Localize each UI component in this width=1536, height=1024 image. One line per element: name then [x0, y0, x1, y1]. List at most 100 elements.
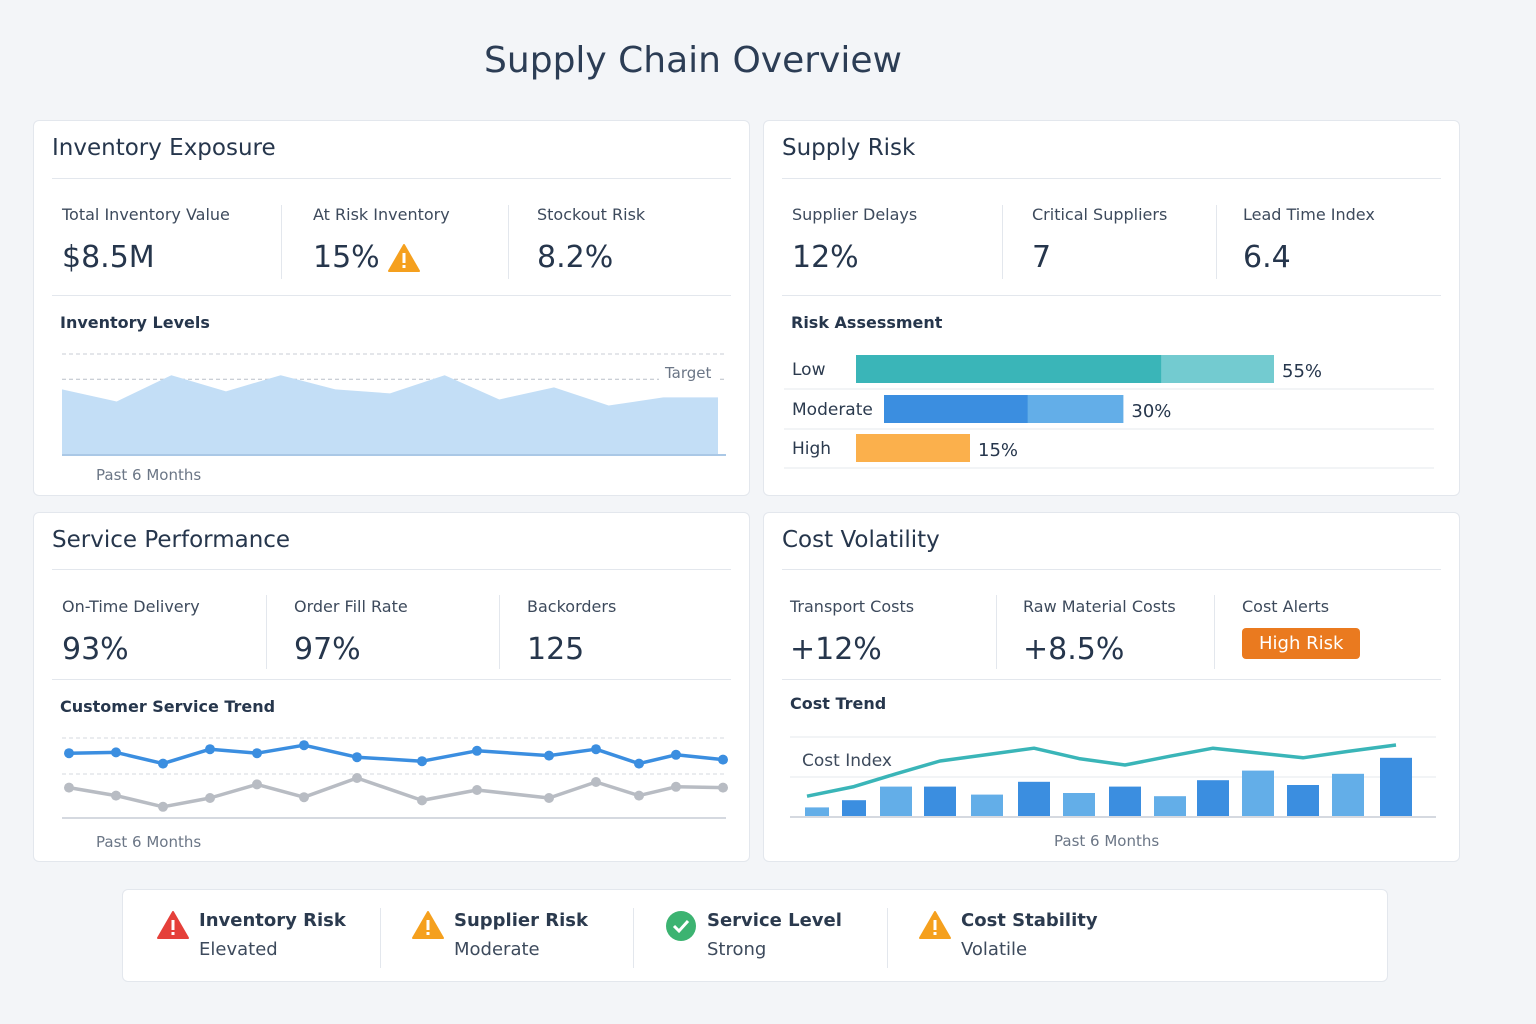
data-point	[64, 748, 74, 759]
cost-bar	[1287, 785, 1319, 817]
risk-bar-segment	[856, 434, 970, 462]
series-line	[68, 743, 724, 766]
status-item: Service Level Strong	[665, 910, 842, 960]
data-point	[417, 756, 427, 767]
risk-category-label: Moderate	[792, 400, 873, 420]
chart-title: Cost Trend	[790, 694, 887, 713]
cost-bar	[842, 800, 866, 817]
data-point	[544, 750, 554, 761]
cost-bar	[1197, 780, 1229, 817]
service-trend-chart	[62, 737, 728, 819]
data-point	[252, 748, 262, 759]
cost-bar	[1332, 773, 1364, 817]
cost-bar	[880, 786, 912, 817]
data-point	[205, 744, 215, 755]
chart-title: Risk Assessment	[791, 313, 943, 332]
kpi-lead-time: Lead Time Index 6.4	[1243, 205, 1375, 275]
status-item: Supplier Risk Moderate	[412, 910, 588, 960]
inventory-levels-chart	[62, 353, 726, 456]
risk-category-label: High	[792, 439, 831, 459]
chart-title: Customer Service Trend	[60, 697, 276, 716]
data-point	[352, 773, 362, 783]
data-point	[111, 790, 121, 801]
status-state: Volatile	[961, 939, 1028, 960]
inventory-area	[62, 375, 718, 455]
cost-bar	[1154, 796, 1186, 817]
kpi-transport: Transport Costs +12%	[790, 597, 915, 667]
data-point	[111, 747, 121, 758]
status-summary-bar: Inventory Risk Elevated Supplier Risk Moder…	[122, 889, 1388, 982]
cost-trend-chart	[790, 736, 1436, 818]
data-point	[472, 785, 482, 795]
data-point	[472, 745, 482, 756]
data-point	[591, 744, 601, 755]
data-point	[591, 777, 601, 787]
page-title: Supply Chain Overview	[484, 40, 902, 81]
data-point	[718, 782, 728, 793]
cost-bar	[805, 807, 829, 817]
series-line	[68, 776, 724, 809]
chart-caption: Past 6 Months	[96, 833, 202, 851]
data-point	[205, 793, 215, 803]
cost-bar	[1109, 786, 1141, 817]
status-name: Cost Stability	[961, 910, 1098, 931]
data-point	[252, 779, 262, 790]
cost-bar	[1242, 770, 1274, 817]
kpi-supplier-delays: Supplier Delays 12%	[792, 205, 918, 275]
data-point	[64, 782, 74, 793]
kpi-raw-material: Raw Material Costs +8.5%	[1023, 597, 1176, 667]
data-point	[158, 801, 168, 812]
cost-bar	[924, 786, 956, 817]
risk-bar-segment	[856, 355, 1162, 383]
data-point	[544, 793, 554, 803]
cost-bar	[1018, 781, 1050, 817]
data-point	[671, 749, 681, 760]
warning-icon	[412, 911, 444, 939]
risk-value-label: 15%	[978, 440, 1018, 461]
data-point	[634, 758, 644, 769]
status-name: Service Level	[707, 910, 842, 931]
kpi-backorders: Backorders 125	[527, 597, 617, 667]
data-point	[417, 795, 427, 806]
data-point	[718, 754, 728, 765]
kpi-on-time: On-Time Delivery 93%	[62, 597, 200, 667]
kpi-total-inventory: Total Inventory Value $8.5M	[62, 205, 230, 275]
data-point	[671, 781, 681, 792]
cost-bar	[1380, 757, 1412, 817]
service-performance-card: Service Performance On-Time Delivery 93% …	[33, 512, 750, 862]
data-point	[299, 792, 309, 803]
status-state: Elevated	[199, 939, 278, 960]
target-label: Target	[659, 364, 718, 382]
kpi-fill-rate: Order Fill Rate 97%	[294, 597, 408, 667]
status-state: Moderate	[454, 939, 540, 960]
cost-bar	[1063, 793, 1095, 817]
warning-icon	[387, 243, 420, 272]
card-title: Service Performance	[52, 527, 291, 553]
data-point	[634, 790, 644, 801]
data-point	[158, 758, 168, 769]
chart-caption: Past 6 Months	[1054, 832, 1160, 850]
warning-icon	[919, 911, 951, 939]
risk-value-label: 30%	[1131, 401, 1171, 422]
kpi-stockout: Stockout Risk 8.2%	[537, 205, 646, 275]
supply-risk-card: Supply Risk Supplier Delays 12% Critical …	[763, 120, 1460, 496]
status-item: Cost Stability Volatile	[919, 910, 1098, 960]
kpi-at-risk: At Risk Inventory 15%	[313, 205, 450, 275]
kpi-cost-alerts: Cost Alerts High Risk	[1242, 597, 1361, 659]
risk-value-label: 55%	[1282, 361, 1322, 382]
status-state: Strong	[707, 939, 767, 960]
high-risk-badge[interactable]: High Risk	[1242, 628, 1361, 659]
risk-category-label: Low	[792, 360, 826, 380]
status-item: Inventory Risk Elevated	[157, 910, 346, 960]
error-icon	[157, 911, 189, 939]
card-title: Supply Risk	[782, 135, 916, 161]
card-title: Cost Volatility	[782, 527, 940, 553]
cost-volatility-card: Cost Volatility Transport Costs +12% Raw …	[763, 512, 1460, 862]
cost-bar	[971, 794, 1003, 817]
card-title: Inventory Exposure	[52, 135, 276, 161]
chart-caption: Past 6 Months	[96, 466, 202, 484]
risk-bar-segment	[884, 395, 1028, 423]
risk-assessment-chart: Low 55% Moderate 30% High 15%	[784, 355, 1434, 469]
cost-index-line	[806, 743, 1397, 798]
check-icon	[666, 911, 696, 941]
